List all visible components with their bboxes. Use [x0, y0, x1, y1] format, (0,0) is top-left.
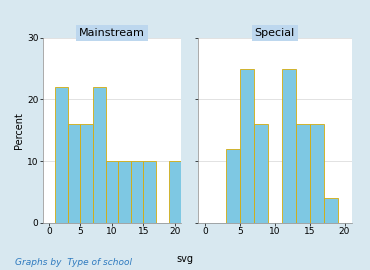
Bar	[169, 161, 181, 223]
Bar	[296, 124, 310, 223]
Bar	[68, 124, 80, 223]
Bar	[131, 161, 144, 223]
Bar	[55, 87, 68, 223]
Bar	[118, 161, 131, 223]
Bar	[240, 69, 254, 223]
Bar	[93, 87, 105, 223]
Bar	[254, 124, 268, 223]
Bar	[324, 198, 337, 223]
Title: Mainstream: Mainstream	[79, 28, 145, 38]
Text: Graphs by  Type of school: Graphs by Type of school	[15, 258, 132, 267]
Bar	[310, 124, 324, 223]
Bar	[282, 69, 296, 223]
Y-axis label: Percent: Percent	[14, 112, 24, 149]
Bar	[144, 161, 156, 223]
Title: Special: Special	[255, 28, 295, 38]
Text: svg: svg	[176, 254, 194, 264]
Bar	[226, 149, 240, 223]
Bar	[80, 124, 93, 223]
Bar	[105, 161, 118, 223]
